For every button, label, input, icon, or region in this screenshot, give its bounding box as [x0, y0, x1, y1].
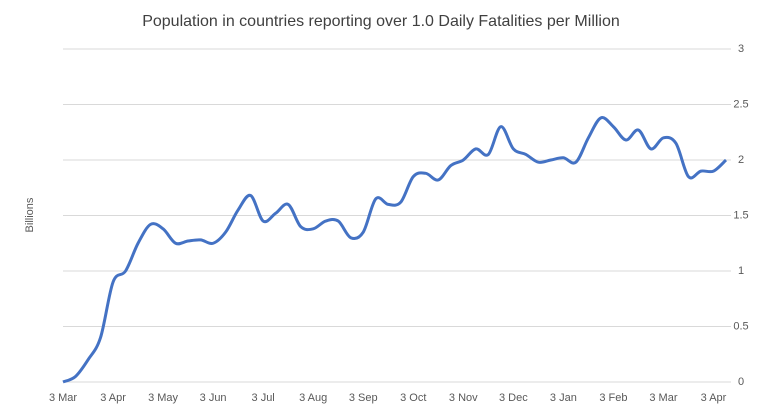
x-tick-label: 3 Jan	[550, 392, 577, 404]
x-tick-label: 3 Mar	[649, 392, 677, 404]
x-tick-label: 3 Aug	[299, 392, 327, 404]
y-tick-label: 0	[738, 376, 744, 388]
x-tick-label: 3 Mar	[49, 392, 77, 404]
y-tick-label: 2.5	[733, 98, 748, 110]
x-tick-label: 3 Nov	[449, 392, 478, 404]
x-tick-label: 3 Sep	[349, 392, 378, 404]
chart-title: Population in countries reporting over 1…	[142, 13, 620, 30]
x-tick-label: 3 May	[148, 392, 178, 404]
x-tick-label: 3 Apr	[100, 392, 126, 404]
x-tick-label: 3 Oct	[400, 392, 426, 404]
line-series	[62, 116, 728, 384]
y-tick-label: 1.5	[733, 209, 748, 221]
y-tick-label: 2	[738, 154, 744, 166]
x-tick-label: 3 Dec	[499, 392, 528, 404]
x-tick-label: 3 Apr	[701, 392, 727, 404]
y-tick-label: 3	[738, 43, 744, 55]
x-tick-label: 3 Jun	[200, 392, 227, 404]
y-axis-label: Billions	[24, 197, 36, 232]
y-tick-label: 1	[738, 265, 744, 277]
y-tick-label: 0.5	[733, 320, 748, 332]
x-tick-label: 3 Feb	[599, 392, 627, 404]
x-tick-label: 3 Jul	[252, 392, 275, 404]
